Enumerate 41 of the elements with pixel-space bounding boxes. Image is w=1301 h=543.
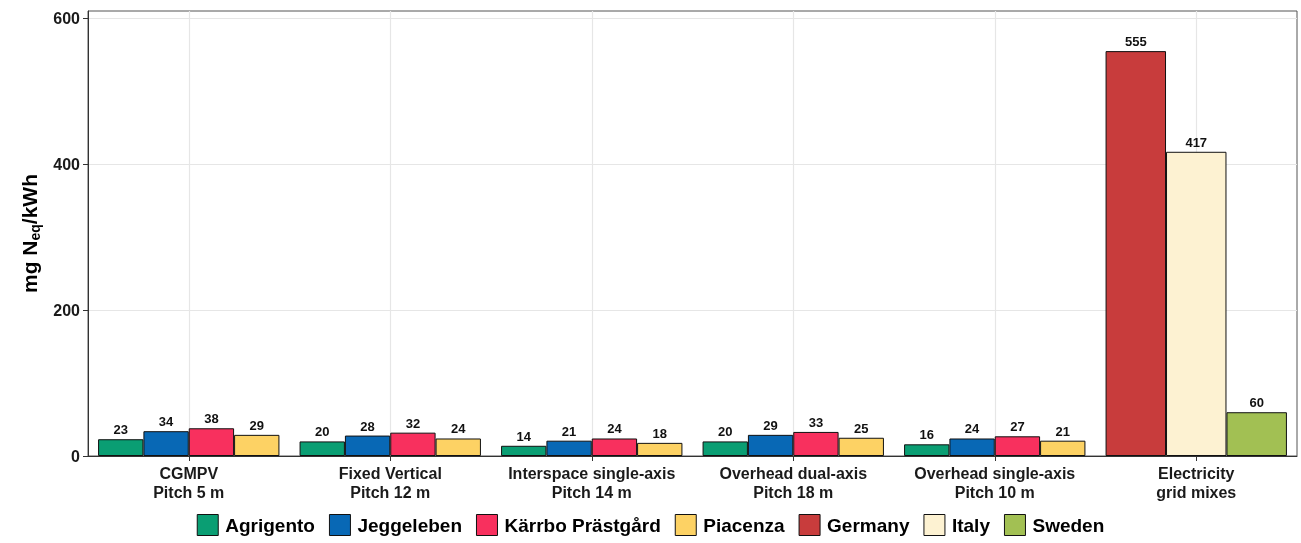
legend-label: Agrigento [225,514,315,536]
data-label: 24 [451,421,467,437]
data-label: 38 [204,411,219,427]
data-label: 23 [113,422,128,438]
data-label: 25 [854,420,869,436]
y-tick-label: 600 [53,9,81,27]
data-label: 29 [763,417,778,433]
x-tick-label: Overhead single-axis Pitch 10 m [914,465,1076,501]
data-label: 27 [1010,419,1025,435]
data-label: 20 [718,424,733,440]
legend-label: Italy [951,514,991,536]
x-tick-label: Electricity grid mixes [1156,465,1237,501]
legend-label: Kärrbo Prästgård [504,514,661,536]
y-axis-title: mg Neq/kWh [17,174,43,293]
data-label: 417 [1185,134,1208,150]
data-label: 24 [964,421,981,437]
data-label: 14 [516,428,532,444]
data-label: 24 [607,421,623,437]
legend-label: Piacenza [703,514,786,536]
y-tick-label: 400 [53,155,81,173]
y-tick-label: 200 [53,301,81,319]
data-label: 60 [1249,395,1264,411]
x-tick-label: Fixed Vertical Pitch 12 m [338,465,442,501]
x-tick-label: Overhead dual-axis Pitch 18 m [719,465,868,501]
data-label: 21 [1055,423,1070,439]
data-label: 555 [1124,34,1147,50]
legend-label: Jeggeleben [357,514,462,536]
data-label: 29 [249,417,264,433]
legend-label: Sweden [1032,514,1105,536]
legend-label: Germany [827,514,910,536]
data-label: 20 [315,424,330,440]
data-label: 34 [158,414,175,430]
data-label: 33 [808,414,824,430]
data-label: 16 [919,427,934,443]
y-tick-label: 0 [71,447,81,465]
data-label: 21 [561,423,577,439]
x-tick-label: Interspace single-axis Pitch 14 m [508,465,676,501]
data-label: 32 [405,415,421,431]
data-label: 18 [652,425,667,441]
x-tick-label: CGMPV Pitch 5 m [153,465,225,501]
data-label: 28 [360,418,375,434]
